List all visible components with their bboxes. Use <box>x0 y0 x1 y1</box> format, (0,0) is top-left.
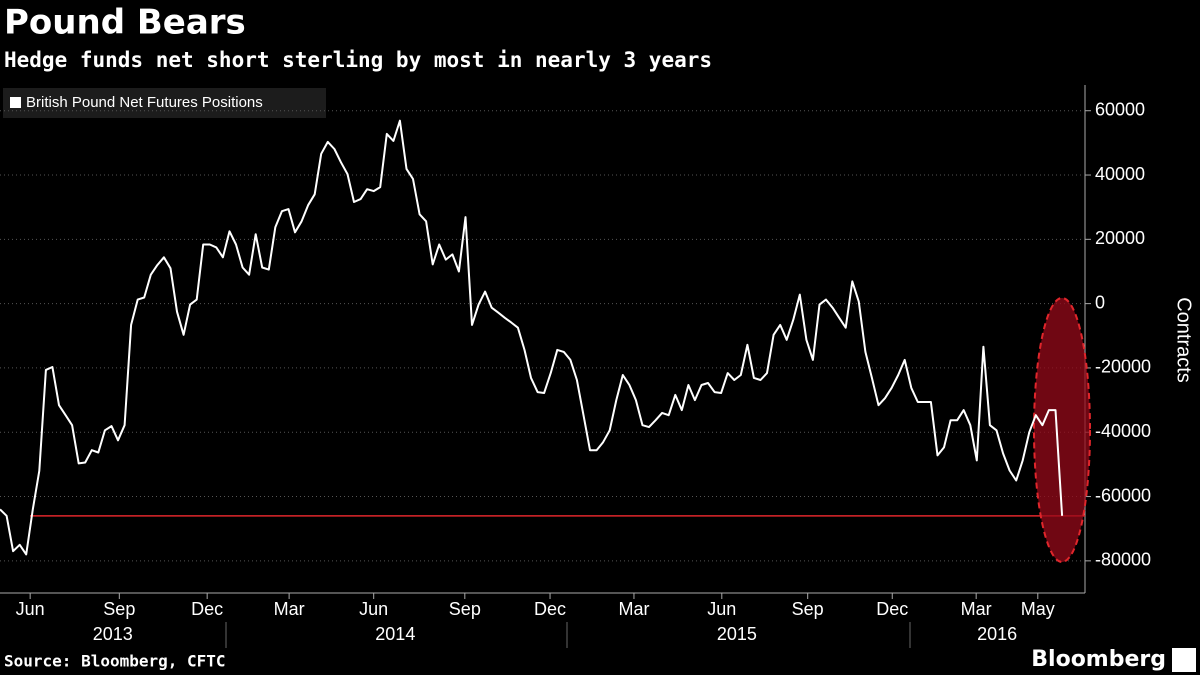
x-tick-label: Mar <box>961 599 992 619</box>
x-tick-label: Sep <box>103 599 135 619</box>
x-tick-label: Sep <box>449 599 481 619</box>
y-tick-label: 40000 <box>1095 164 1145 184</box>
chart-subtitle: Hedge funds net short sterling by most i… <box>4 48 712 72</box>
x-tick-label: Dec <box>191 599 223 619</box>
data-line <box>0 119 1064 556</box>
x-tick-label: Jun <box>359 599 388 619</box>
x-tick-label: Mar <box>618 599 649 619</box>
x-tick-label: Jun <box>707 599 736 619</box>
y-axis-label: Contracts <box>1173 297 1195 383</box>
x-tick-label: May <box>1021 599 1055 619</box>
x-tick-label: Jun <box>16 599 45 619</box>
legend-label: British Pound Net Futures Positions <box>26 94 263 111</box>
x-tick-label: Dec <box>534 599 566 619</box>
y-tick-label: -20000 <box>1095 357 1151 377</box>
y-tick-label: -40000 <box>1095 421 1151 441</box>
chart-title: Pound Bears <box>4 3 246 43</box>
year-label: 2015 <box>717 624 757 644</box>
year-label: 2013 <box>93 624 133 644</box>
year-label: 2016 <box>977 624 1017 644</box>
y-tick-label: 0 <box>1095 292 1105 312</box>
y-tick-label: 60000 <box>1095 99 1145 119</box>
brand-logo: Bloomberg <box>1031 647 1166 672</box>
y-tick-label: -80000 <box>1095 550 1151 570</box>
x-tick-label: Sep <box>792 599 824 619</box>
legend-box <box>3 88 326 118</box>
year-label: 2014 <box>375 624 415 644</box>
x-tick-label: Dec <box>876 599 908 619</box>
brand-icon <box>1172 648 1196 672</box>
highlight-ellipse <box>1033 297 1091 563</box>
source-note: Source: Bloomberg, CFTC <box>4 652 226 671</box>
y-tick-label: -60000 <box>1095 485 1151 505</box>
y-tick-label: 20000 <box>1095 228 1145 248</box>
x-tick-label: Mar <box>274 599 305 619</box>
legend-swatch <box>10 97 21 108</box>
